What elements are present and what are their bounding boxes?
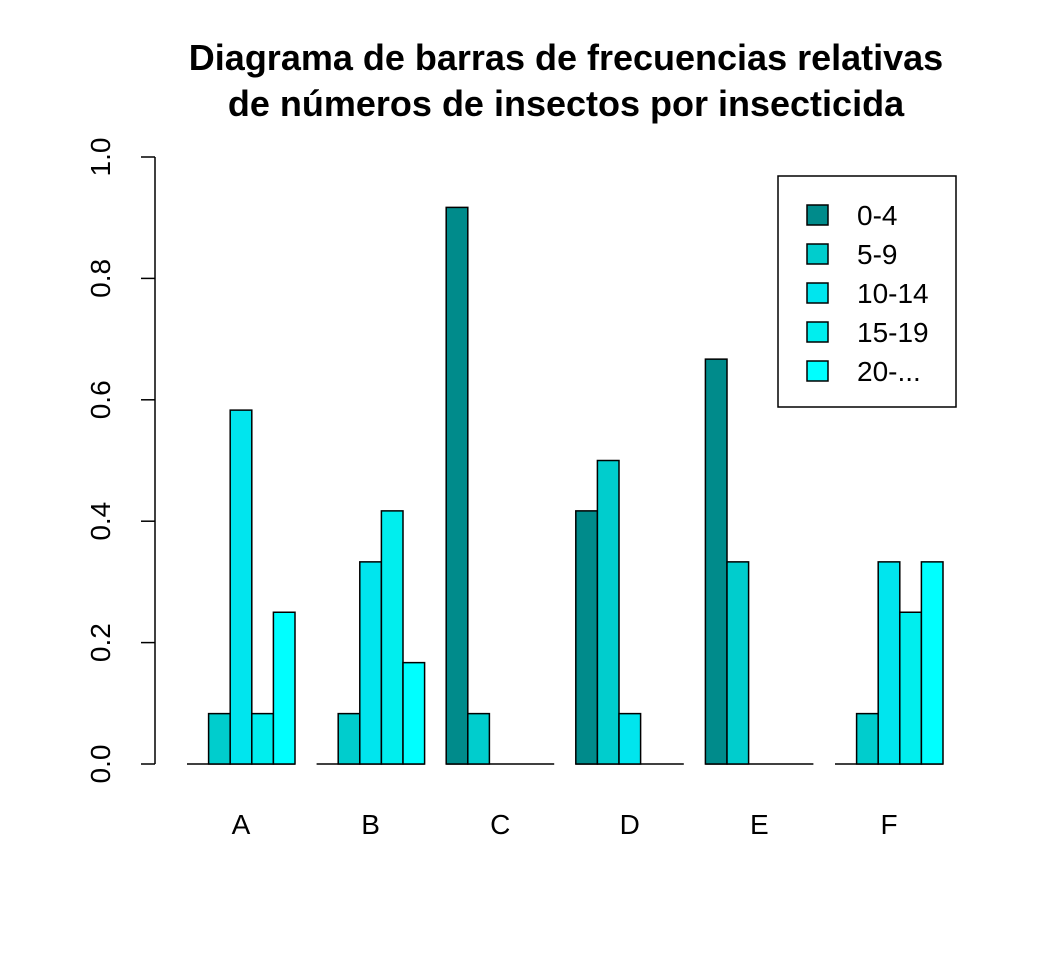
legend-swatch xyxy=(806,282,829,304)
legend-entry-label: 0-4 xyxy=(857,200,897,231)
legend-swatch xyxy=(806,204,829,226)
y-tick-label: 1.0 xyxy=(85,138,116,177)
bar-A-5-9 xyxy=(207,712,231,765)
legend-entry-label: 20-... xyxy=(857,356,921,387)
y-tick-label: 0.4 xyxy=(85,502,116,541)
y-axis: 0.0 0.2 0.4 0.6 0.8 1.0 xyxy=(85,138,156,784)
bar-D-10-14 xyxy=(618,712,642,765)
bar-group-A xyxy=(187,409,296,765)
bar-D-0-4 xyxy=(575,510,599,765)
legend-entry-label: 10-14 xyxy=(857,278,929,309)
x-tick-label: A xyxy=(232,809,251,840)
x-tick-label: C xyxy=(490,809,510,840)
bar-F-15-19 xyxy=(899,611,923,765)
bar-groups xyxy=(187,206,944,765)
bar-D-5-9 xyxy=(596,459,620,765)
bar-F-20-... xyxy=(920,561,944,765)
x-tick-label: E xyxy=(750,809,769,840)
bar-group-B xyxy=(316,510,426,765)
bar-F-10-14 xyxy=(877,561,901,765)
x-tick-label: F xyxy=(880,809,897,840)
bar-group-C xyxy=(445,206,555,765)
bar-B-5-9 xyxy=(337,712,361,765)
legend-swatch xyxy=(806,360,829,382)
bar-C-0-4 xyxy=(445,206,469,765)
x-tick-label: D xyxy=(620,809,640,840)
bar-B-20-... xyxy=(402,661,426,765)
bar-E-5-9 xyxy=(726,561,750,765)
x-tick-label: B xyxy=(361,809,380,840)
legend-swatch xyxy=(806,243,829,265)
bar-F-5-9 xyxy=(855,712,879,765)
x-axis-labels: A B C D E F xyxy=(232,809,898,840)
bar-A-15-19 xyxy=(251,712,275,765)
bar-A-10-14 xyxy=(229,409,253,765)
bar-group-D xyxy=(575,459,684,765)
chart-title-line-2: de números de insectos por insecticida xyxy=(228,83,905,124)
bar-B-10-14 xyxy=(359,561,383,765)
y-tick-label: 0.0 xyxy=(85,745,116,784)
bar-C-5-9 xyxy=(467,712,491,765)
legend-swatch xyxy=(806,321,829,343)
chart-title-line-1: Diagrama de barras de frecuencias relati… xyxy=(189,37,943,78)
legend: 0-4 5-9 10-14 15-19 20-... xyxy=(777,175,957,408)
bar-E-0-4 xyxy=(704,358,728,765)
bar-A-20-... xyxy=(272,611,296,765)
bar-B-15-19 xyxy=(380,510,404,765)
y-tick-label: 0.6 xyxy=(85,380,116,419)
bar-group-F xyxy=(835,561,944,765)
legend-entry-label: 15-19 xyxy=(857,317,929,348)
legend-entry-label: 5-9 xyxy=(857,239,897,270)
y-tick-label: 0.8 xyxy=(85,259,116,298)
y-tick-label: 0.2 xyxy=(85,623,116,662)
bar-group-E xyxy=(704,358,814,765)
